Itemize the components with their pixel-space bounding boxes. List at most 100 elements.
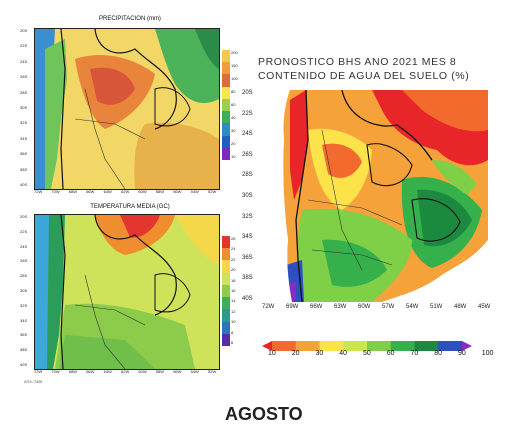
temperature-map[interactable] xyxy=(34,214,220,370)
temp-cbar-swatch-5 xyxy=(222,297,230,310)
precip-lon-tick-10: 52W xyxy=(208,189,217,194)
temp-lat-tick-9: 38S xyxy=(20,347,28,353)
soil-lon-tick-0: 72W xyxy=(262,304,275,310)
soil-lat-tick-6: 32S xyxy=(242,213,253,220)
temp-lat-tick-7: 34S xyxy=(20,317,28,323)
precip-lat-tick-5: 30S xyxy=(20,105,28,110)
precip-lon-tick-3: 66W xyxy=(86,189,95,194)
temperature-colorbar xyxy=(222,236,230,346)
soil-lat-tick-7: 34S xyxy=(242,234,253,241)
soil-cbar-label-7: 80 xyxy=(434,350,443,357)
precip-cbar-tick-0: 200 xyxy=(231,50,238,55)
precip-lat-tick-1: 22S xyxy=(20,43,28,49)
soil-water-lat-ticks: 20S 22S 24S 26S 28S 30S 32S 34S 36S 38S 40S xyxy=(242,90,262,302)
precip-cbar-tick-1: 150 xyxy=(231,63,238,68)
precipitation-map-graphic xyxy=(35,29,219,189)
soil-lon-tick-4: 60W xyxy=(358,304,371,310)
temperature-lon-ticks: 72W 70W 68W 66W 64W 62W 60W 58W 56W 54W 52W xyxy=(34,369,218,375)
temp-cbar-tick-6: 14 xyxy=(231,298,236,304)
soil-lat-tick-2: 24S xyxy=(242,131,253,138)
precipitation-lat-ticks: 20S 22S 24S 26S 28S 30S 32S 34S 36S 38S 40S xyxy=(20,28,34,188)
precipitation-map-panel: PRECIPITACION (mm) 20S 22S 24S 26S 28S 3 xyxy=(20,10,240,200)
temperature-map-graphic xyxy=(35,215,219,369)
soil-cbar-swatch-5 xyxy=(367,341,392,351)
temp-lon-tick-6: 60W xyxy=(138,369,147,374)
soil-lon-tick-2: 66W xyxy=(310,304,323,310)
soil-cbar-label-0: 10 xyxy=(268,350,276,357)
precip-cbar-tick-6: 30 xyxy=(231,128,236,133)
soil-cbar-label-9: 100 xyxy=(481,350,494,357)
precip-lon-tick-2: 68W xyxy=(68,189,78,194)
precipitation-lon-ticks: 72W 70W 68W 66W 64W 62W 60W 58W 56W 54W 52W xyxy=(34,189,218,195)
precip-lat-tick-8: 36S xyxy=(20,151,28,157)
soil-lon-tick-7: 51W xyxy=(430,304,443,310)
precip-lat-tick-4: 28S xyxy=(20,89,28,95)
soil-cbar-swatch-7 xyxy=(414,341,439,351)
soil-lon-tick-9: 45W xyxy=(478,304,491,310)
temp-lat-tick-6: 32S xyxy=(20,302,28,308)
temperature-colorbar-ticks: 26 24 22 20 18 16 14 12 10 8 6 xyxy=(231,236,241,346)
precip-lat-tick-3: 26S xyxy=(20,74,28,80)
soil-cbar-label-5: 60 xyxy=(386,350,395,357)
precip-cbar-tick-7: 20 xyxy=(231,141,236,146)
soil-water-map[interactable] xyxy=(262,90,488,302)
soil-cbar-swatch-8 xyxy=(438,341,463,351)
soil-lat-tick-9: 38S xyxy=(242,275,253,282)
soil-cbar-swatch-2 xyxy=(295,341,320,351)
soil-cbar-swatch-6 xyxy=(390,341,415,351)
temp-lon-tick-10: 52W xyxy=(208,369,217,374)
temp-cbar-swatch-0 xyxy=(222,236,230,249)
soil-water-map-graphic xyxy=(262,90,488,302)
soil-lat-tick-8: 36S xyxy=(242,254,253,261)
precip-lat-tick-6: 32S xyxy=(20,120,28,126)
precip-lon-tick-1: 70W xyxy=(51,189,60,194)
precip-lat-tick-9: 38S xyxy=(20,166,28,172)
temp-cbar-swatch-3 xyxy=(222,272,230,285)
precip-cbar-tick-2: 100 xyxy=(231,76,238,81)
soil-cbar-label-2: 30 xyxy=(315,350,324,357)
soil-cbar-label-1: 20 xyxy=(291,350,300,357)
soil-water-colorbar-graphic xyxy=(262,341,472,351)
temp-lat-tick-2: 24S xyxy=(20,243,28,249)
soil-cbar-label-3: 40 xyxy=(339,350,348,357)
temp-cbar-tick-0: 26 xyxy=(231,236,236,241)
temp-lon-tick-5: 62W xyxy=(121,369,130,374)
temp-lon-tick-9: 54W xyxy=(190,369,199,374)
precip-lat-tick-7: 34S xyxy=(20,135,28,141)
precip-lon-tick-8: 56W xyxy=(173,189,182,194)
soil-water-lon-ticks: 72W 69W 66W 63W 60W 57W 54W 51W 48W 45W xyxy=(262,304,491,312)
temp-lon-tick-3: 66W xyxy=(86,369,95,374)
precip-cbar-swatch-0 xyxy=(222,50,230,63)
soil-cbar-swatch-3 xyxy=(319,341,344,351)
temperature-map-title: TEMPERATURA MEDIA (GC) xyxy=(90,204,170,210)
precipitation-map[interactable] xyxy=(34,28,220,190)
precipitation-map-title: PRECIPITACION (mm) xyxy=(99,16,161,22)
soil-water-colorbar xyxy=(262,338,472,351)
precip-cbar-swatch-7 xyxy=(222,135,230,148)
temperature-lat-ticks: 20S 22S 24S 26S 28S 30S 32S 34S 36S 38S 40S xyxy=(20,214,34,368)
temp-lat-tick-3: 26S xyxy=(20,258,28,264)
temp-lon-tick-7: 58W xyxy=(155,369,165,374)
temp-lon-tick-0: 72W xyxy=(34,369,43,374)
precip-cbar-swatch-1 xyxy=(222,62,230,75)
soil-water-colorbar-labels: 10 20 30 40 50 60 70 80 90 100 xyxy=(262,350,493,360)
temp-cbar-swatch-2 xyxy=(222,260,230,273)
precipitation-colorbar xyxy=(222,50,230,160)
soil-cbar-swatch-4 xyxy=(343,341,368,351)
soil-cbar-swatch-9 xyxy=(462,341,472,351)
soil-lon-tick-5: 57W xyxy=(382,304,395,310)
temp-lat-tick-0: 20S xyxy=(20,214,28,219)
precip-cbar-tick-5: 40 xyxy=(231,115,236,120)
soil-lon-tick-3: 63W xyxy=(334,304,347,310)
soil-lon-tick-6: 54W xyxy=(406,304,419,310)
temp-cbar-swatch-6 xyxy=(222,309,230,322)
temperature-map-panel: TEMPERATURA MEDIA (GC) 20S 22S 24S 26S 28S 30… xyxy=(20,200,240,378)
temp-cbar-swatch-1 xyxy=(222,248,230,261)
precip-cbar-swatch-6 xyxy=(222,123,230,136)
soil-lat-tick-10: 40S xyxy=(242,296,253,302)
precip-cbar-tick-3: 80 xyxy=(231,89,236,94)
soil-water-title-line2: CONTENIDO DE AGUA DEL SUELO (%) xyxy=(258,70,470,82)
precip-cbar-swatch-2 xyxy=(222,74,230,87)
temp-lon-tick-1: 70W xyxy=(51,369,60,374)
precip-cbar-tick-4: 60 xyxy=(231,102,236,107)
